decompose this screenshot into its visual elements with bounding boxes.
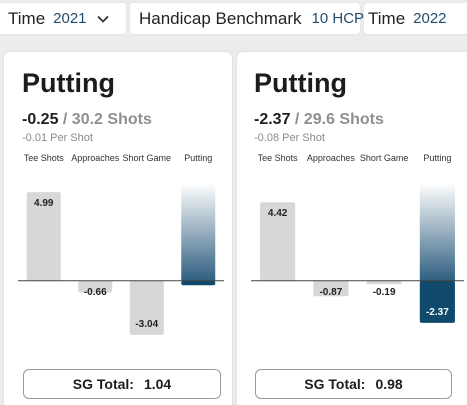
- time-filter-label: Time: [368, 8, 406, 28]
- benchmark-value: 10 HCP: [311, 10, 365, 27]
- filter-bar: Time 2021 Handicap Benchmark 10 HCP Time…: [0, 0, 467, 37]
- bar-value-label: 4.42: [268, 208, 288, 219]
- sg-total-label: SG Total:: [304, 376, 366, 392]
- strokes-gained-chart: Tee Shots Approaches Short Game Putting 4.42…: [251, 153, 464, 323]
- focus-bar-range: [181, 183, 216, 281]
- bar: [366, 280, 402, 285]
- bar-value-label: -2.37: [426, 307, 449, 318]
- sg-total-label: SG Total:: [72, 376, 134, 392]
- strokes-gained-chart: Tee Shots Approaches Short Game Putting 4.99…: [18, 153, 224, 335]
- strokes-gained-value: -0.25: [22, 111, 59, 128]
- chevron-down-icon[interactable]: [96, 12, 110, 26]
- bar: [181, 280, 216, 286]
- category-label: Putting: [184, 153, 212, 163]
- putting-card-2022: Putting -2.37 / 29.6 Shots -0.08 Per Sho…: [237, 52, 467, 405]
- category-label: Short Game: [360, 153, 409, 163]
- bar-value-label: -0.19: [373, 287, 396, 298]
- focus-bar-range: [419, 183, 455, 281]
- sg-total-value: 0.98: [375, 376, 403, 392]
- bar: [78, 280, 113, 293]
- bar-value-label: 4.99: [34, 198, 54, 209]
- bar: [313, 280, 349, 297]
- sg-total-value: 1.04: [143, 376, 172, 392]
- bar: [419, 280, 455, 323]
- time-filter-value: 2022: [413, 10, 447, 27]
- time-filter-value: 2021: [53, 10, 87, 27]
- sg-total-box: SG Total: 1.04: [23, 369, 221, 399]
- category-label: Approaches: [307, 153, 356, 163]
- category-label: Approaches: [71, 153, 120, 163]
- strokes-gained-summary: -2.37 / 29.6 Shots: [254, 111, 384, 129]
- strokes-gained-summary: -0.25 / 30.2 Shots: [22, 111, 152, 129]
- category-label: Tee Shots: [258, 153, 299, 163]
- bar-value-label: -0.87: [319, 287, 342, 298]
- time-filter-2021[interactable]: Time 2021: [0, 3, 126, 34]
- sg-total-box: SG Total: 0.98: [255, 369, 452, 399]
- strokes-gained-value: -2.37: [254, 111, 291, 128]
- bar-value-label: -0.66: [84, 287, 107, 298]
- bar: [129, 280, 164, 335]
- putting-card-2021: Putting -0.25 / 30.2 Shots -0.01 Per Sho…: [4, 52, 232, 405]
- card-title: Putting: [254, 68, 347, 98]
- time-filter-2022[interactable]: Time 2022: [364, 3, 467, 34]
- category-label: Putting: [423, 153, 451, 163]
- handicap-benchmark-filter[interactable]: Handicap Benchmark 10 HCP: [130, 3, 364, 34]
- bar-value-label: -0.25: [187, 287, 210, 298]
- per-shot-value: -0.08 Per Shot: [254, 132, 325, 144]
- shots-count: / 29.6 Shots: [290, 111, 384, 128]
- time-filter-label: Time: [8, 8, 46, 28]
- bar: [260, 202, 296, 281]
- shots-count: / 30.2 Shots: [58, 111, 152, 128]
- bar-value-label: -3.04: [135, 319, 158, 330]
- category-label: Tee Shots: [24, 153, 65, 163]
- benchmark-label: Handicap Benchmark: [139, 8, 302, 28]
- category-label: Short Game: [122, 153, 171, 163]
- card-title: Putting: [22, 68, 115, 98]
- bar: [26, 192, 61, 281]
- per-shot-value: -0.01 Per Shot: [22, 132, 93, 144]
